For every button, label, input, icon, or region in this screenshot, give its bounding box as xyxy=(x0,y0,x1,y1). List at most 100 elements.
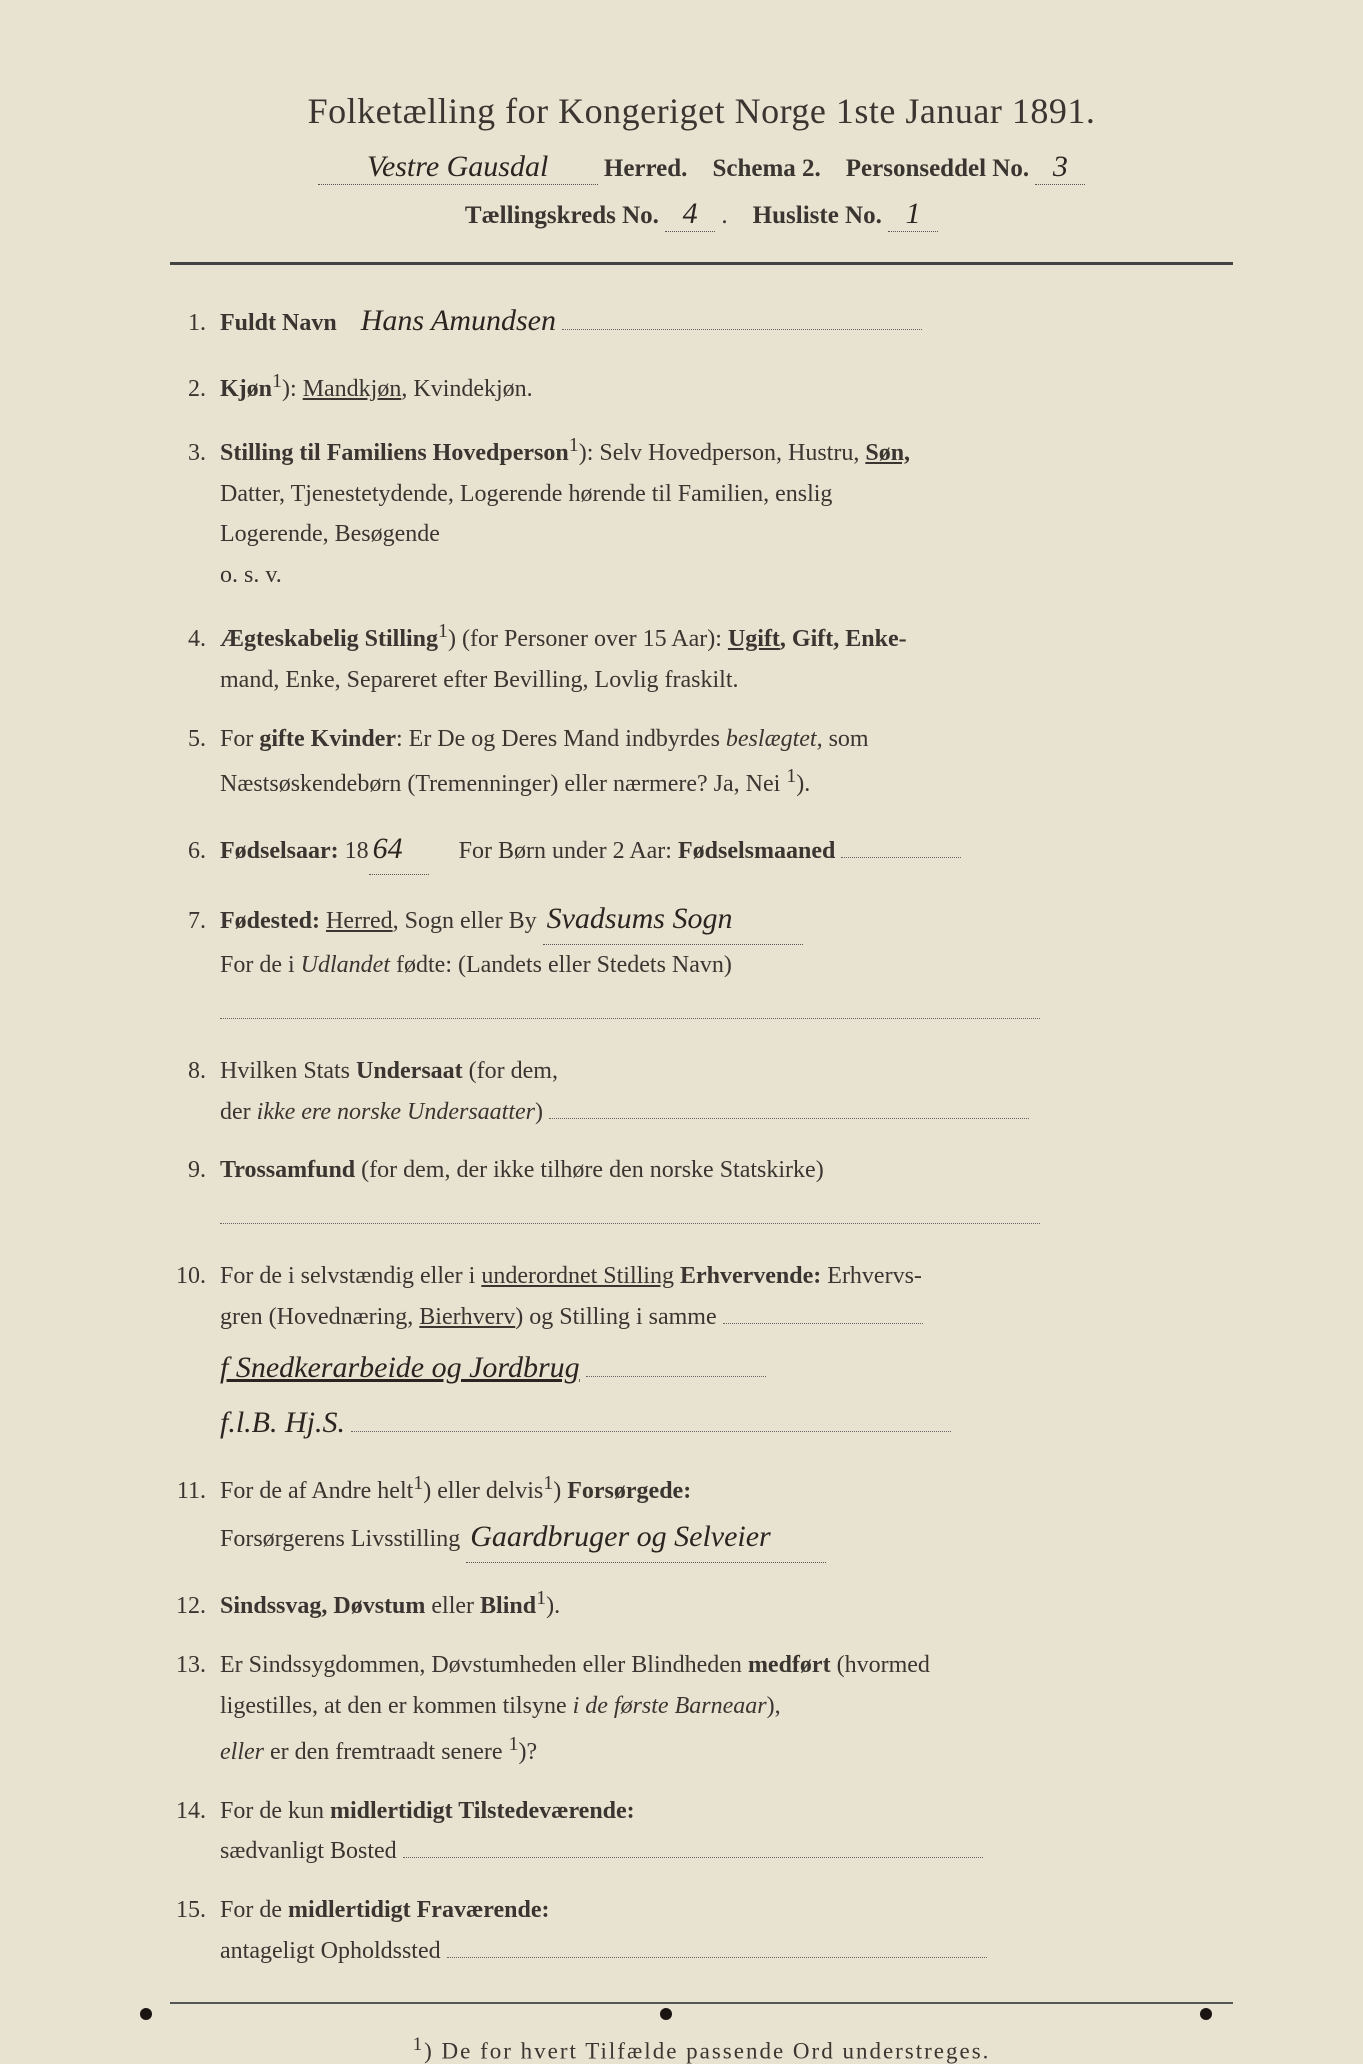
husliste-no: 1 xyxy=(888,197,938,232)
year-value: 64 xyxy=(369,823,429,875)
taellingskreds-no: 4 xyxy=(665,197,715,232)
field-13: 13. Er Sindssygdommen, Døvstumheden elle… xyxy=(170,1645,1233,1686)
footnote-marker: 1 xyxy=(413,2034,425,2055)
field-label: Kjøn xyxy=(220,376,272,402)
underlined-text: Bierhverv xyxy=(419,1304,515,1330)
field-11: 11. For de af Andre helt1) eller delvis1… xyxy=(170,1466,1233,1512)
text: Næstsøskendebørn (Tremenninger) eller næ… xyxy=(220,771,786,797)
taellingskreds-label: Tællingskreds No. xyxy=(465,202,659,229)
footnote-ref: 1 xyxy=(786,765,796,787)
italic-text: Udlandet xyxy=(301,952,390,978)
field-num: 1. xyxy=(170,303,220,344)
text: Hvilken Stats xyxy=(220,1058,356,1084)
field-10: 10. For de i selvstændig eller i underor… xyxy=(170,1256,1233,1297)
field-3-cont2: Logerende, Besøgende xyxy=(170,514,1233,555)
dotted-fill xyxy=(549,1118,1029,1119)
text: For de kun xyxy=(220,1798,330,1824)
occupation-value: f Snedkerarbeide og Jordbrug xyxy=(220,1351,580,1384)
text: ), xyxy=(767,1693,781,1719)
field-15-cont: antageligt Opholdssted xyxy=(170,1931,1233,1972)
bold-text: Erhvervende: xyxy=(674,1263,821,1289)
text: , Sogn eller By xyxy=(393,908,537,934)
italic-text: beslægtet, xyxy=(726,726,823,752)
italic-text: eller xyxy=(220,1739,264,1765)
footnote: 1) De for hvert Tilfælde passende Ord un… xyxy=(170,2034,1233,2064)
personseddel-no: 3 xyxy=(1035,150,1085,185)
dotted-fill xyxy=(351,1431,951,1432)
selected-option: Søn, xyxy=(865,440,910,466)
hole-icon xyxy=(660,2008,672,2020)
provider-value: Gaardbruger og Selveier xyxy=(466,1511,826,1563)
field-8: 8. Hvilken Stats Undersaat (for dem, xyxy=(170,1051,1233,1092)
footnote-ref: 1 xyxy=(438,620,448,642)
field-label: midlertidigt Tilstedeværende: xyxy=(330,1798,635,1824)
footnote-ref: 1 xyxy=(543,1472,553,1494)
footnote-ref: 1 xyxy=(272,370,282,392)
field-10-val2: f.l.B. Hj.S. xyxy=(170,1397,1233,1448)
text: gren (Hovednæring, xyxy=(220,1304,419,1330)
field-8-cont: der ikke ere norske Undersaatter) xyxy=(170,1092,1233,1133)
page-title: Folketælling for Kongeriget Norge 1ste J… xyxy=(170,90,1233,132)
field-num: 2. xyxy=(170,369,220,410)
text: For xyxy=(220,726,259,752)
field-1: 1. Fuldt Navn Hans Amundsen xyxy=(170,295,1233,346)
text: For de i xyxy=(220,952,301,978)
text: der xyxy=(220,1099,257,1125)
field-label: Fødested: xyxy=(220,908,320,934)
field-10-cont: gren (Hovednæring, Bierhverv) og Stillin… xyxy=(170,1297,1233,1338)
field-9: 9. Trossamfund (for dem, der ikke tilhør… xyxy=(170,1150,1233,1191)
field-num: 8. xyxy=(170,1051,220,1092)
text: ) eller delvis xyxy=(423,1478,543,1504)
text: : Er De og Deres Mand indbyrdes xyxy=(396,726,726,752)
field-num: 12. xyxy=(170,1586,220,1627)
text: (for dem, xyxy=(463,1058,558,1084)
text: eller xyxy=(425,1593,480,1619)
field-6: 6. Fødselsaar: 1864 For Børn under 2 Aar… xyxy=(170,823,1233,875)
field-7: 7. Fødested: Herred, Sogn eller By Svads… xyxy=(170,893,1233,945)
birthplace-value: Svadsums Sogn xyxy=(543,893,803,945)
footnote-ref: 1 xyxy=(569,434,579,456)
field-num: 9. xyxy=(170,1150,220,1191)
census-form-page: Folketælling for Kongeriget Norge 1ste J… xyxy=(50,30,1313,2008)
field-5: 5. For gifte Kvinder: Er De og Deres Man… xyxy=(170,719,1233,760)
dotted-fill xyxy=(447,1957,987,1958)
field-label: midlertidigt Fraværende: xyxy=(288,1897,550,1923)
footnote-ref: 1 xyxy=(509,1733,519,1755)
dotted-fill xyxy=(220,1018,1040,1019)
text: Forsørgerens Livsstilling xyxy=(220,1526,460,1552)
field-label: Trossamfund xyxy=(220,1157,355,1183)
text: fødte: (Landets eller Stedets Navn) xyxy=(390,952,732,978)
husliste-label: Husliste No. xyxy=(753,202,882,229)
divider-top xyxy=(170,262,1233,265)
field-4: 4. Ægteskabelig Stilling1) (for Personer… xyxy=(170,614,1233,660)
field-3-cont3: o. s. v. xyxy=(170,555,1233,596)
text: som xyxy=(823,726,869,752)
text: ) og Stilling i samme xyxy=(515,1304,716,1330)
field-num: 4. xyxy=(170,619,220,660)
field-num: 15. xyxy=(170,1890,220,1931)
field-13-cont: ligestilles, at den er kommen tilsyne i … xyxy=(170,1686,1233,1727)
text: antageligt Opholdssted xyxy=(220,1938,441,1964)
field-num: 13. xyxy=(170,1645,220,1686)
dotted-fill xyxy=(586,1376,766,1377)
text: Er Sindssygdommen, Døvstumheden eller Bl… xyxy=(220,1652,748,1678)
italic-text: ikke ere norske Undersaatter xyxy=(257,1099,535,1125)
selected-option: Herred xyxy=(326,908,393,934)
text: Erhvervs- xyxy=(821,1263,922,1289)
dotted-fill xyxy=(403,1857,983,1858)
bold-text: Blind xyxy=(480,1593,536,1619)
field-14-cont: sædvanligt Bosted xyxy=(170,1831,1233,1872)
text: For de i selvstændig eller i xyxy=(220,1263,481,1289)
text: For Børn under 2 Aar: xyxy=(459,838,678,864)
dotted-fill xyxy=(220,1223,1040,1224)
occupation-value2: f.l.B. Hj.S. xyxy=(220,1406,345,1439)
herred-value: Vestre Gausdal xyxy=(318,150,598,185)
field-num: 5. xyxy=(170,719,220,760)
selected-option: Ugift xyxy=(728,626,780,652)
text: ) xyxy=(535,1099,543,1125)
field-num: 7. xyxy=(170,901,220,942)
text: For de xyxy=(220,1897,288,1923)
field-2: 2. Kjøn1): Mandkjøn, Kvindekjøn. xyxy=(170,364,1233,410)
dotted-fill xyxy=(841,857,961,858)
text: , Gift, Enke- xyxy=(780,626,907,652)
